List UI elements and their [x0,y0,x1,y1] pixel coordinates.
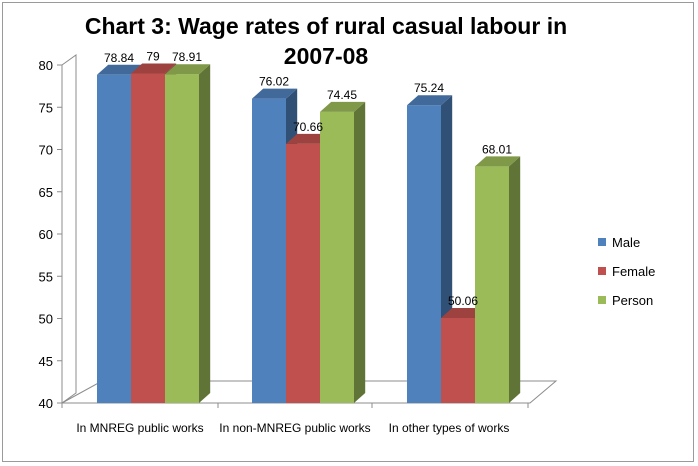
y-tick-label: 75 [39,100,53,115]
y-axis-ticks: 40 45 50 55 60 65 70 75 80 [39,58,62,411]
legend-label-female: Female [612,264,655,279]
bar-top [165,64,211,75]
data-label: 75.24 [414,81,444,95]
data-label: 50.06 [448,294,478,308]
chart-bars [97,63,521,404]
bar-front [441,317,475,403]
bar-top [252,88,298,99]
data-label: 78.84 [104,51,134,65]
y-tick-label: 50 [39,312,53,327]
bar-top [407,95,453,106]
y-tick-label: 80 [39,58,53,73]
data-label: 78.91 [172,50,202,64]
chart-title-line-1: Chart 3: Wage rates of rural casual labo… [85,13,567,39]
bar-top [97,64,143,75]
bar-front [165,74,199,403]
bar-top [441,307,487,318]
y-tick-label: 40 [39,396,53,411]
bar-front [252,98,286,404]
bar-person [165,64,211,403]
data-label: 76.02 [259,75,289,89]
data-labels: 78.84 79 78.91 76.02 70.66 74.45 75.24 50.06 68.… [104,49,512,308]
bar-front [131,73,165,403]
bar-top [131,63,177,74]
bar-top [475,156,521,167]
bar-front [475,166,509,403]
bar-top [320,101,366,112]
legend-swatch-male [598,238,606,246]
legend-label-male: Male [612,235,640,250]
legend-swatch-female [598,267,606,275]
bar-person [475,156,521,403]
chart-title-line-2: 2007-08 [284,43,369,69]
bar-front [320,111,354,404]
bar-side [199,64,211,403]
bar-side [509,156,521,403]
legend-label-person: Person [612,293,653,308]
data-label: 74.45 [327,88,357,102]
y-tick-label: 65 [39,185,53,200]
bar-side [354,101,366,404]
bar-front [286,143,320,403]
bar-person [320,101,366,404]
legend-swatch-person [598,296,606,304]
side-wall [61,54,77,404]
x-category-label: In MNREG public works [76,421,203,435]
data-label: 68.01 [482,142,512,156]
legend: Male Female Person [598,235,655,308]
data-label: 70.66 [293,120,323,134]
x-category-label: In other types of works [389,421,510,435]
bar-top [286,133,332,144]
bar-front [97,74,131,403]
x-axis-categories: In MNREG public works In non-MNREG public… [61,403,529,435]
y-tick-label: 70 [39,143,53,158]
y-tick-label: 60 [39,227,53,242]
x-category-label: In non-MNREG public works [219,421,370,435]
bar-front [407,105,441,404]
data-label: 79 [146,49,160,63]
y-tick-label: 45 [39,354,53,369]
y-tick-label: 55 [39,269,53,284]
